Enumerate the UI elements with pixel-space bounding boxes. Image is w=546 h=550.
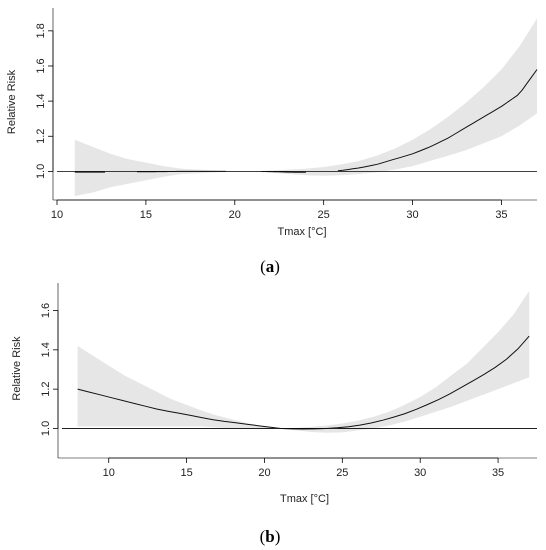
panel-a-x-tick-label: 35 xyxy=(495,209,507,221)
panel-a-x-tick-label: 20 xyxy=(229,209,241,221)
panel-a-risk-curve-segment xyxy=(337,69,538,172)
panel-b-x-axis-title: Tmax [°C] xyxy=(280,493,329,505)
panel-a-confidence-band xyxy=(74,18,538,196)
panel-a-y-axis-title: Relative Risk xyxy=(6,69,18,134)
panel-a-y-tick-label: 1.6 xyxy=(35,58,47,73)
panel-b-x-tick-label: 20 xyxy=(258,467,270,479)
panel-b-y-tick-label: 1.4 xyxy=(40,342,52,357)
panel-b-risk-curve-segment xyxy=(77,335,530,430)
panel-b: 10 15 20 25 30 35 1.0 1.2 1.4 1.6 Tmax [°C] Relativ… xyxy=(11,283,537,505)
panel-b-x-tick-label: 35 xyxy=(492,467,504,479)
panel-a-x-tick-label: 10 xyxy=(51,209,63,221)
panel-b-x-tick-label: 30 xyxy=(414,467,426,479)
panel-a-x-axis-title: Tmax [°C] xyxy=(277,226,326,238)
panel-a-risk-curve-segment xyxy=(261,171,306,173)
panel-a-x-tick-label: 30 xyxy=(406,209,418,221)
panel-b-x-tick-label: 15 xyxy=(180,467,192,479)
panel-a-x-tick-label: 25 xyxy=(318,209,330,221)
panel-b-x-tick-label: 10 xyxy=(103,467,115,479)
panel-a-y-tick-label: 1.2 xyxy=(35,129,47,144)
panel-a-caption: (a) xyxy=(260,257,280,276)
panel-b-x-tick-label: 25 xyxy=(336,467,348,479)
panel-a: 10 15 20 25 30 35 1.0 1.2 1.4 1.6 1.8 Tmax [°C] Rela… xyxy=(6,8,538,238)
panel-b-y-tick-label: 1.0 xyxy=(40,421,52,436)
panel-b-caption: (b) xyxy=(260,527,281,546)
panel-b-confidence-band xyxy=(77,290,530,433)
panel-a-y-tick-label: 1.0 xyxy=(35,164,47,179)
panel-a-y-tick-label: 1.8 xyxy=(35,23,47,38)
panel-b-y-tick-label: 1.2 xyxy=(40,381,52,396)
panel-a-x-tick-label: 15 xyxy=(140,209,152,221)
panel-b-y-axis-title: Relative Risk xyxy=(11,336,23,401)
panel-a-y-tick-label: 1.4 xyxy=(35,93,47,108)
panel-b-y-tick-label: 1.6 xyxy=(40,303,52,318)
